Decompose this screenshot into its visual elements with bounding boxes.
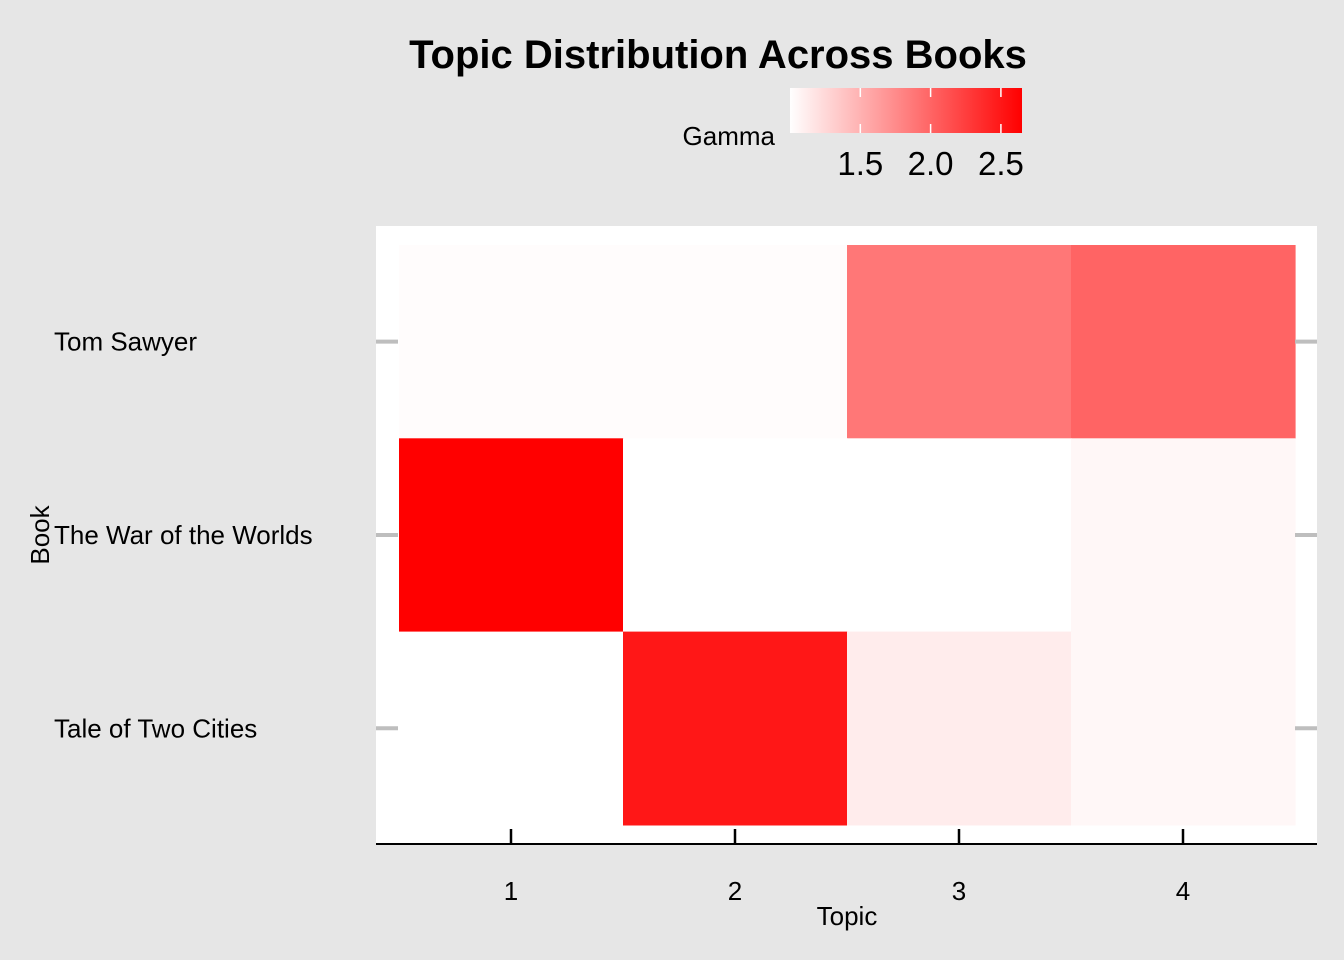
y-tick-label: Tom Sawyer: [54, 327, 197, 357]
legend-colorbar: [790, 88, 1022, 133]
x-tick-label: 3: [952, 876, 966, 906]
heatmap-cell: [1071, 631, 1296, 826]
heatmap-cell: [399, 245, 624, 439]
legend-tick-label: 2.0: [908, 145, 954, 182]
heatmap-cell: [399, 438, 624, 633]
heatmap-cells: [399, 245, 1296, 826]
y-tick-label: Tale of Two Cities: [54, 713, 257, 743]
legend-tick-label: 2.5: [978, 145, 1024, 182]
heatmap-cell: [399, 631, 624, 826]
heatmap-cell: [1071, 438, 1296, 633]
x-tick-label: 2: [728, 876, 742, 906]
heatmap-cell: [623, 631, 848, 826]
x-axis-title: Topic: [817, 901, 878, 931]
heatmap-cell: [623, 438, 848, 633]
heatmap-cell: [847, 631, 1072, 826]
y-axis-title: Book: [25, 504, 55, 564]
legend-title: Gamma: [683, 121, 776, 151]
legend: Gamma 1.5 2.0 2.5: [683, 88, 1024, 182]
chart-title: Topic Distribution Across Books: [409, 33, 1027, 77]
legend-tick-label: 1.5: [837, 145, 883, 182]
y-tick-label: The War of the Worlds: [54, 520, 313, 550]
heatmap-cell: [847, 438, 1072, 633]
heatmap-cell: [623, 245, 848, 439]
heatmap-cell: [847, 245, 1072, 439]
x-tick-label: 4: [1176, 876, 1190, 906]
x-tick-label: 1: [504, 876, 518, 906]
heatmap-cell: [1071, 245, 1296, 439]
x-axis: 1 2 3 4: [504, 829, 1190, 906]
y-axis: Tom Sawyer The War of the Worlds Tale of T…: [54, 327, 1317, 743]
